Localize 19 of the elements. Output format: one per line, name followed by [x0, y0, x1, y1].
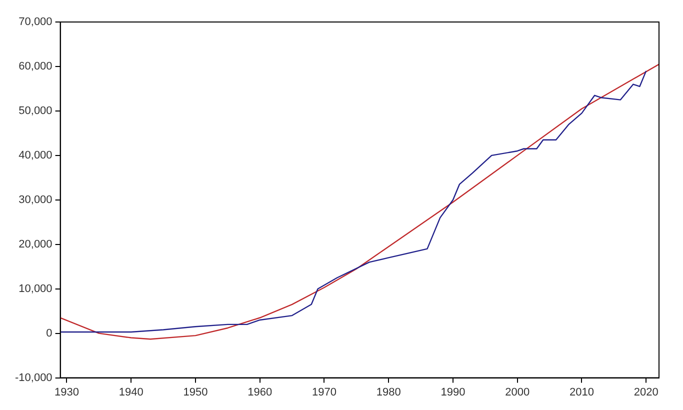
y-tick-label: 50,000 — [18, 104, 52, 117]
y-tick-label: 20,000 — [18, 238, 52, 250]
y-tick-label: -10,000 — [14, 372, 52, 384]
x-tick-label: 1980 — [376, 386, 401, 398]
x-tick-label: 2020 — [634, 386, 658, 398]
x-tick-label: 2000 — [505, 386, 530, 398]
y-tick-label: 30,000 — [18, 194, 52, 206]
y-tick-label: 70,000 — [18, 16, 52, 28]
y-tick-label: 10,000 — [18, 282, 52, 295]
y-tick-label: 40,000 — [18, 149, 52, 162]
x-tick-label: 1990 — [440, 386, 466, 398]
x-tick-label: 1930 — [54, 386, 79, 398]
x-tick-label: 2010 — [570, 386, 594, 398]
x-tick-label: 1960 — [248, 386, 272, 398]
x-tick-label: 1970 — [312, 386, 336, 398]
x-tick-label: 1940 — [118, 386, 144, 398]
x-tick-label: 1950 — [183, 386, 208, 398]
y-tick-label: 60,000 — [18, 60, 52, 73]
y-tick-label: 0 — [46, 327, 52, 340]
